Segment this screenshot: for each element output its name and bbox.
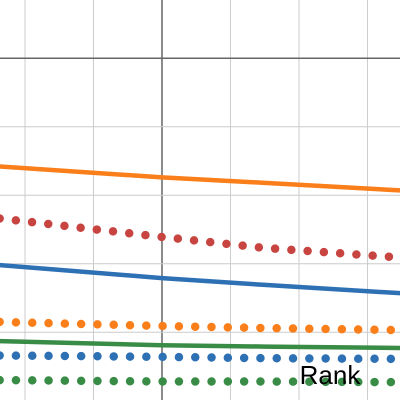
dotted-line <box>0 375 400 387</box>
line <box>0 164 400 193</box>
dotted-line <box>0 214 400 262</box>
plot <box>0 164 400 387</box>
dotted-line <box>0 317 400 335</box>
line <box>0 338 400 351</box>
annotation: Rank <box>300 360 362 390</box>
line <box>0 262 400 296</box>
dotted-line <box>0 351 400 364</box>
